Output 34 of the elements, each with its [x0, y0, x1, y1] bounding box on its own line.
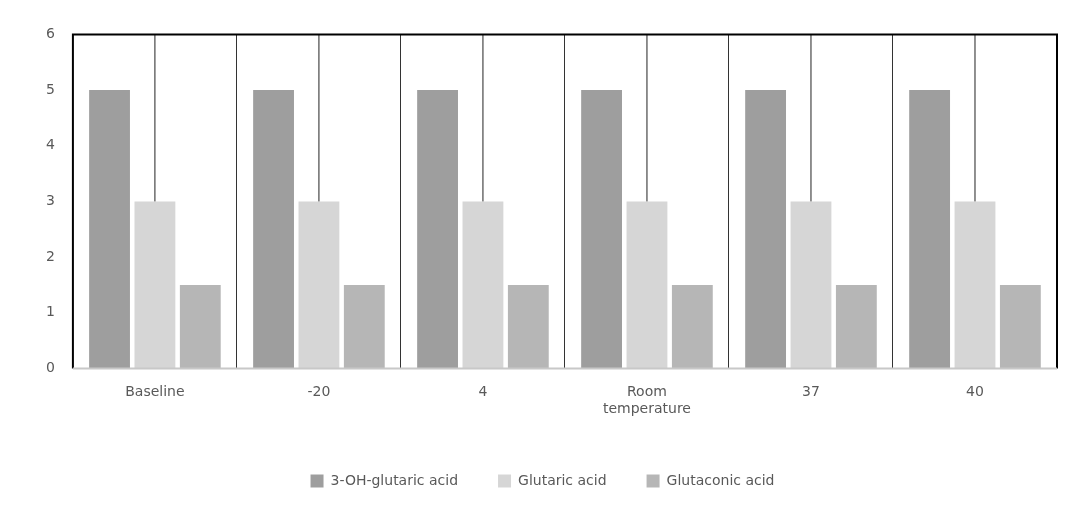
- x-tick-label: Baseline: [125, 383, 185, 400]
- y-tick-label: 4: [45, 136, 55, 153]
- y-tick-label: 6: [45, 25, 55, 42]
- bar: [507, 284, 549, 369]
- x-tick-label: 37: [802, 383, 820, 400]
- bar: [343, 284, 385, 369]
- y-tick-label: 1: [45, 303, 55, 320]
- bar: [745, 90, 787, 369]
- bar: [626, 201, 668, 369]
- x-tick-label: -20: [307, 383, 331, 400]
- bar: [134, 201, 176, 369]
- bar: [89, 90, 130, 369]
- x-tick-label: 40: [966, 383, 984, 400]
- legend-label: Glutaric acid: [518, 471, 607, 488]
- bar: [253, 90, 294, 369]
- bar: [671, 284, 713, 369]
- bar: [179, 284, 221, 369]
- bar: [417, 90, 458, 369]
- bar: [999, 284, 1041, 369]
- bar: [581, 90, 622, 369]
- y-tick-label: 3: [45, 192, 55, 209]
- bar: [462, 201, 504, 369]
- x-tick-label: 4: [478, 383, 488, 400]
- bar: [835, 284, 877, 369]
- y-tick-label: 0: [45, 359, 55, 376]
- bar: [790, 201, 832, 369]
- y-tick-label: 5: [45, 80, 55, 97]
- bar: [909, 90, 951, 369]
- x-tick-label: Room temperature: [602, 383, 691, 417]
- legend-label: 3-OH-glutaric acid: [330, 471, 459, 488]
- legend-label: Glutaconic acid: [666, 471, 775, 488]
- y-tick-label: 2: [45, 247, 55, 264]
- bar: [954, 201, 996, 369]
- bar: [298, 201, 340, 369]
